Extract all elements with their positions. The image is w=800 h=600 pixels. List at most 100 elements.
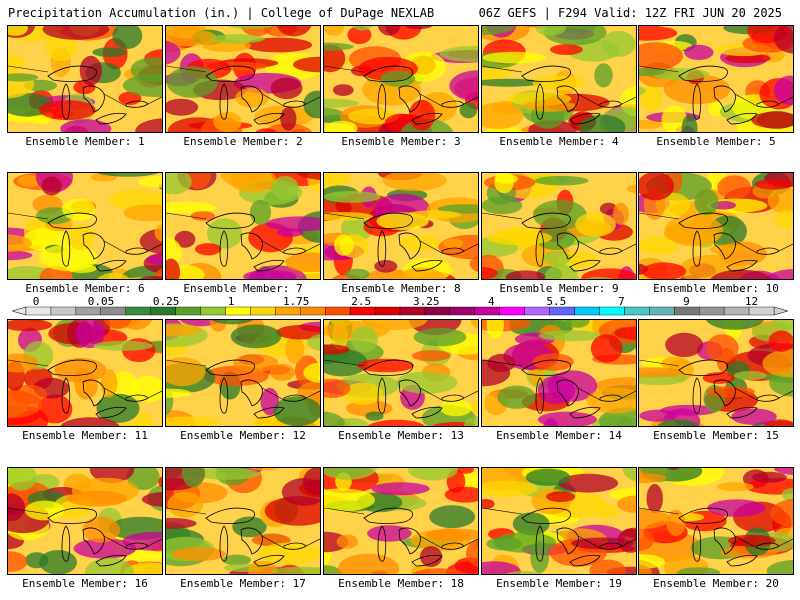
precip-field-map [8, 468, 162, 574]
ensemble-member-label: Ensemble Member: 18 [338, 577, 464, 590]
border-line [639, 65, 793, 107]
coastline-outline [253, 406, 285, 419]
ensemble-member-label: Ensemble Member: 3 [341, 135, 461, 148]
colorbar-swatch [723, 306, 750, 316]
ensemble-member-label: Ensemble Member: 7 [183, 282, 303, 295]
coastline-outline [556, 527, 579, 555]
precip-field-map [482, 320, 636, 426]
coastline-outline [726, 259, 758, 272]
coastline-outline [219, 230, 229, 267]
coastline-outline [363, 212, 413, 229]
ensemble-member-label: Ensemble Member: 9 [499, 282, 619, 295]
ensemble-member-label: Ensemble Member: 15 [653, 429, 779, 442]
coastline-outline [95, 406, 127, 419]
coastline-outline [205, 359, 255, 376]
coastline-outline [678, 212, 728, 229]
colorbar-swatch [424, 306, 451, 316]
coastline-outline [47, 65, 97, 82]
coastline-outline [678, 65, 728, 82]
ensemble-map-panel [323, 467, 479, 575]
ensemble-map-panel [481, 467, 637, 575]
coastline-outline [125, 394, 149, 402]
colorbar-tick-label: 7 [618, 296, 625, 308]
border-line [166, 65, 320, 107]
colorbar-swatch [75, 306, 101, 316]
precip-field-map [639, 26, 793, 132]
ensemble-map-panel [638, 172, 794, 280]
coastline-outline [363, 359, 413, 376]
coastline-outline [95, 112, 127, 125]
ensemble-map-panel [165, 25, 321, 133]
coastline-outline [219, 377, 229, 414]
border-line [482, 65, 636, 107]
colorbar-swatch [325, 306, 351, 316]
coastline-outline [713, 379, 736, 407]
coastline-outline [82, 232, 105, 260]
ensemble-member-label: Ensemble Member: 20 [653, 577, 779, 590]
colorbar-tick-label: 9 [683, 296, 690, 308]
coastline-outline [692, 83, 702, 120]
colorbar-tick-label: 12 [745, 296, 758, 308]
coastline-outline [61, 83, 71, 120]
coastline-outline [82, 379, 105, 407]
colorbar-swatch [399, 306, 426, 316]
precip-field-map [482, 173, 636, 279]
coastline-outline [521, 65, 571, 82]
coastline-outline [599, 100, 623, 108]
coastline-outline [283, 394, 307, 402]
precip-field-map [639, 173, 793, 279]
coastline-outline [377, 377, 387, 414]
coastline-outline [253, 259, 285, 272]
coastline-outline [398, 527, 421, 555]
colorbar-swatch [624, 306, 650, 316]
coastline-outline [692, 377, 702, 414]
precip-field-map [324, 468, 478, 574]
colorbar-swatch [250, 306, 276, 316]
coastline-outline [521, 507, 571, 524]
colorbar-swatch [300, 306, 326, 316]
colorbar-swatch [50, 306, 77, 316]
coastline-outline [125, 247, 149, 255]
colorbar-swatch [100, 306, 126, 316]
border-line [324, 65, 478, 107]
border-line [324, 212, 478, 254]
coastline-outline [205, 65, 255, 82]
colorbar-swatch [599, 306, 625, 316]
coastline-outline [205, 507, 255, 524]
border-line [324, 359, 478, 401]
coastline-outline [521, 212, 571, 229]
coastline-outline [569, 554, 601, 567]
colorbar-swatch [649, 306, 675, 316]
precip-field-map [166, 320, 320, 426]
coastline-outline [726, 406, 758, 419]
ensemble-map-panel [165, 172, 321, 280]
coastline-outline [61, 377, 71, 414]
coastline-outline [678, 359, 728, 376]
colorbar-tick-label: 5.5 [546, 296, 566, 308]
ensemble-map-panel [165, 319, 321, 427]
border-line [166, 212, 320, 254]
ensemble-member-label: Ensemble Member: 5 [656, 135, 776, 148]
coastline-outline [283, 542, 307, 550]
coastline-outline [95, 259, 127, 272]
coastline-outline [441, 394, 465, 402]
coastline-outline [125, 542, 149, 550]
coastline-outline [713, 232, 736, 260]
colorbar-swatch [549, 306, 575, 316]
ensemble-map-panel [165, 467, 321, 575]
ensemble-map-panel [323, 319, 479, 427]
ensemble-map-panel [7, 172, 163, 280]
coastline-outline [363, 507, 413, 524]
border-line [166, 359, 320, 401]
ensemble-map-panel [323, 25, 479, 133]
ensemble-member-label: Ensemble Member: 11 [22, 429, 148, 442]
coastline-outline [219, 83, 229, 120]
coastline-outline [569, 406, 601, 419]
colorbar-swatch [225, 306, 251, 316]
coastline-outline [283, 247, 307, 255]
border-line [166, 507, 320, 549]
coastline-outline [535, 377, 545, 414]
coastline-outline [253, 554, 285, 567]
coastline-outline [556, 379, 579, 407]
coastline-outline [556, 85, 579, 113]
